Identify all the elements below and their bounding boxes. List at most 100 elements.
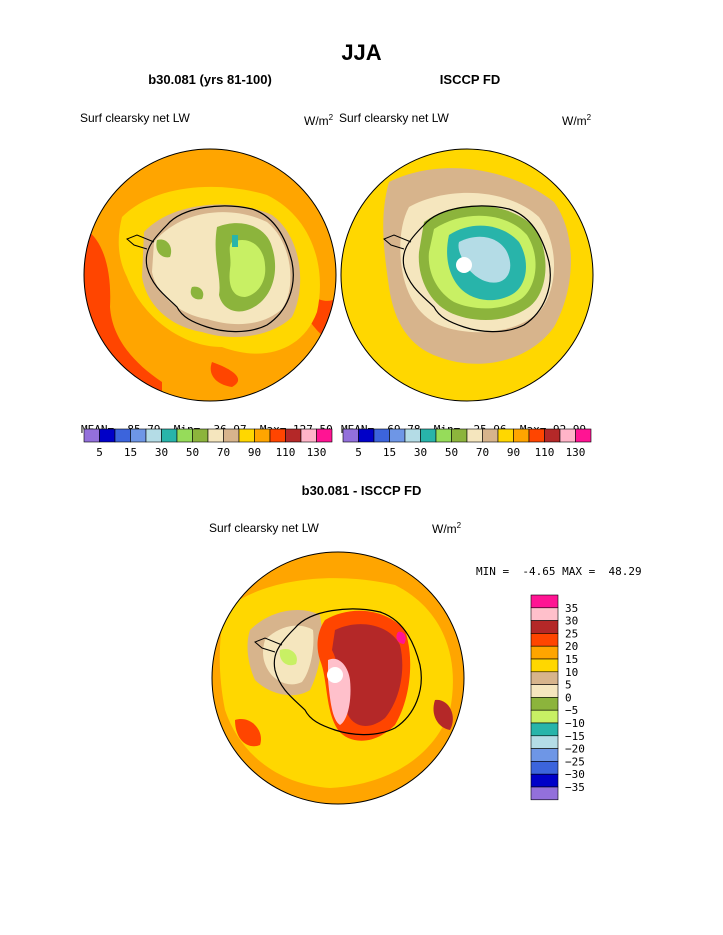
diff-colorbar-tick-label: −25 <box>565 755 585 768</box>
panel-1-colorbar-box <box>83 428 100 443</box>
panel-1-colorbar-box <box>254 428 271 443</box>
panel-1-colorbar: 5 15 30 50 70 90 110 130 <box>83 428 333 459</box>
panel-2-colorbar-box <box>559 428 576 443</box>
diff-colorbar-box <box>530 722 559 737</box>
panel-2-colorbar-tick-label: 70 <box>476 446 489 459</box>
map1-peninsula <box>126 234 155 250</box>
panel-2-colorbar-box <box>358 428 375 443</box>
diff-colorbar-box <box>530 645 559 660</box>
diff-coastline <box>273 608 422 736</box>
diff-peninsula <box>254 637 283 653</box>
panel-2-colorbar-box <box>497 428 514 443</box>
diff-panel-variable-label: Surf clearsky net LW <box>209 521 319 535</box>
diff-colorbar-box <box>530 684 559 698</box>
diff-colorbar-tick-label: 15 <box>565 653 578 666</box>
panel-2-colorbar-tick-label: 5 <box>355 446 362 459</box>
panel-2-units-text: W/m <box>562 114 587 128</box>
panel-1-colorbar-tick-label: 50 <box>186 446 199 459</box>
page-title: JJA <box>341 40 382 65</box>
map2-light-blue-region <box>458 236 511 283</box>
diff-colorbar-tick-label: −5 <box>565 704 578 717</box>
panel-1-colorbar-tick-label: 90 <box>248 446 261 459</box>
panel-2-colorbar-box <box>466 428 483 443</box>
panel-2-colorbar-tick-label: 110 <box>535 446 555 459</box>
diff-colorbar-tick-label: −20 <box>565 743 585 756</box>
diff-panel-units-text: W/m <box>432 522 457 536</box>
panel-1-colorbar-tick-label: 70 <box>217 446 230 459</box>
diff-colorbar-box <box>530 607 559 621</box>
diff-colorbar-box <box>530 633 559 647</box>
diff-colorbar-box <box>530 671 559 685</box>
diff-colorbar-tick-label: 30 <box>565 615 578 628</box>
panel-1-colorbar-tick-label: 5 <box>96 446 103 459</box>
panel-1-variable-label: Surf clearsky net LW <box>80 111 190 125</box>
panel-1-colorbar-box <box>114 428 131 443</box>
diff-max-value: 48.29 <box>608 565 642 578</box>
diff-colorbar-tick-label: 25 <box>565 627 578 640</box>
panel-2-colorbar-box <box>373 428 390 443</box>
diff-colorbar-box <box>530 697 559 711</box>
map1-high-patch <box>210 362 239 387</box>
map2-coastline <box>402 205 551 333</box>
diff-panel-subtitle: b30.081 - ISCCP FD <box>301 483 422 498</box>
diff-colorbar-tick-label: 0 <box>565 691 572 704</box>
panel-2-colorbar-box <box>575 428 592 443</box>
panel-1-colorbar-box <box>238 428 255 443</box>
diff-colorbar-box <box>530 773 559 788</box>
panel-2-colorbar-box <box>420 428 437 443</box>
panel-2-colorbar-box <box>482 428 499 443</box>
diff-colorbar-box <box>530 786 559 801</box>
diff-colorbar-tick-label: 10 <box>565 666 578 679</box>
diff-colorbar-box <box>530 709 559 724</box>
panel-1-colorbar-box <box>176 428 193 443</box>
panel-2-colorbar-tick-label: 15 <box>383 446 396 459</box>
diff-colorbar-box <box>530 620 559 634</box>
map1-green-patch2 <box>190 286 204 300</box>
panel-1-colorbar-box <box>192 428 209 443</box>
map1-green-patch <box>156 239 172 258</box>
map1-coastline <box>145 205 294 333</box>
diff-colorbar-box <box>530 748 559 762</box>
panel-2-colorbar-box <box>513 428 530 443</box>
map1-teal-spot <box>232 235 238 247</box>
diff-colorbar-tick-label: 20 <box>565 640 578 653</box>
panel-1-subtitle: b30.081 (yrs 81-100) <box>148 72 272 87</box>
diff-magenta-spot <box>396 631 406 644</box>
diff-panel-stats: MIN = -4.65 MAX = 48.29 <box>476 565 642 578</box>
panel-2-colorbar-box <box>389 428 406 443</box>
diff-colorbar-box <box>530 658 559 673</box>
diff-orange-patch1 <box>235 719 261 747</box>
panel-2-colorbar: 5 15 30 50 70 90 110 130 <box>342 428 592 459</box>
diff-colorbar-tick-label: −35 <box>565 781 585 794</box>
diff-max-label: MAX = <box>562 565 596 578</box>
panel-1-colorbar-tick-label: 110 <box>276 446 296 459</box>
panel-1-colorbar-box <box>316 428 333 443</box>
panel-2-colorbar-box <box>404 428 421 443</box>
panel-2-colorbar-box <box>544 428 561 443</box>
panel-1-colorbar-tick-label: 130 <box>307 446 327 459</box>
diff-orange-patch2 <box>433 699 453 730</box>
diff-colorbar-tick-label: −10 <box>565 717 585 730</box>
panel-1-colorbar-tick-label: 30 <box>155 446 168 459</box>
panel-2-colorbar-box <box>528 428 545 443</box>
panel-2-colorbar-box <box>451 428 468 443</box>
diff-pole-mask <box>327 667 343 683</box>
panel-1-colorbar-box <box>207 428 224 443</box>
panel-2-subtitle: ISCCP FD <box>439 72 501 87</box>
diff-colorbar-box <box>530 594 559 609</box>
diff-colorbar-tick-label: 35 <box>565 602 578 615</box>
diff-min-label: MIN = <box>476 565 510 578</box>
panel-1-units-sup: 2 <box>328 113 334 122</box>
panel-2-units: W/m2 <box>562 113 591 128</box>
panel-1-colorbar-box <box>285 428 302 443</box>
panel-1-colorbar-box <box>130 428 147 443</box>
panel-1-colorbar-tick-label: 15 <box>124 446 137 459</box>
map2-pole-mask <box>456 257 472 273</box>
panel-2-units-sup: 2 <box>586 113 592 122</box>
panel-1-colorbar-box <box>161 428 178 443</box>
panel-1-colorbar-box <box>145 428 162 443</box>
panel-2-colorbar-box <box>342 428 359 443</box>
diff-panel-units-sup: 2 <box>456 521 462 530</box>
diff-colorbar-box <box>530 761 559 775</box>
